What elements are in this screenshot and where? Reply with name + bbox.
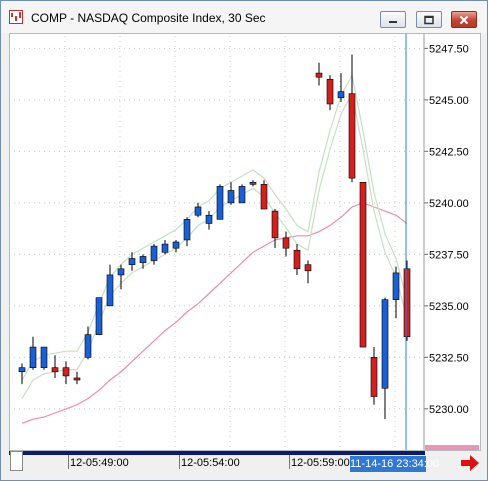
- time-label-3: 12-05:59:00: [291, 457, 350, 469]
- candle-body: [51, 367, 59, 373]
- candle-body: [249, 181, 257, 185]
- price-label: 5245.00: [429, 95, 469, 107]
- slow-moving-average-line: [21, 202, 408, 424]
- price-label: 5235.00: [429, 301, 469, 313]
- time-label-2: 12-05:54:00: [181, 457, 240, 469]
- time-tick: [289, 455, 290, 469]
- candle-body: [238, 186, 246, 204]
- candle-body: [359, 181, 367, 348]
- candle-body: [161, 243, 169, 253]
- price-axis: 5247.50 5245.00 5242.50 5240.00 5237.50 5235.…: [405, 34, 479, 450]
- candle-body: [282, 237, 290, 249]
- candle-body: [194, 206, 202, 216]
- candle-body: [271, 210, 279, 239]
- candle-body: [29, 346, 37, 368]
- candle-body: [62, 367, 70, 377]
- price-label: 5230.00: [429, 404, 469, 416]
- time-axis-bar: 12-05:49:00 12-05:54:00 12-05:59:00 11-1…: [9, 451, 481, 475]
- candle-body: [392, 272, 400, 300]
- candle-body: [326, 78, 334, 105]
- time-label-1: 12-05:49:00: [70, 457, 129, 469]
- candlestick-chart[interactable]: 5247.50 5245.00 5242.50 5240.00 5237.50 5235.…: [10, 34, 480, 450]
- close-icon: [459, 15, 469, 24]
- candle-body: [216, 186, 224, 220]
- candle-body: [84, 334, 92, 358]
- candle-body: [183, 219, 191, 241]
- red-right-arrow-icon[interactable]: [459, 454, 481, 472]
- candle-body: [172, 241, 180, 249]
- candle-body: [381, 299, 389, 389]
- candle-body: [139, 256, 147, 263]
- candle-body: [40, 346, 48, 368]
- chart-app-icon: [9, 10, 23, 24]
- window-title: COMP - NASDAQ Composite Index, 30 Sec: [31, 11, 266, 25]
- scroll-thumb[interactable]: [10, 451, 23, 471]
- candle-body: [260, 184, 268, 210]
- chart-panel[interactable]: 5247.50 5245.00 5242.50 5240.00 5237.50 5235.…: [9, 33, 481, 451]
- price-label: 5242.50: [429, 146, 469, 158]
- candle-body: [73, 377, 81, 381]
- scroll-track[interactable]: [9, 451, 425, 455]
- candle-body: [304, 264, 312, 272]
- candle-body: [95, 297, 103, 335]
- price-label: 5237.50: [429, 249, 469, 261]
- candle-body: [370, 357, 378, 397]
- restore-button[interactable]: [416, 11, 442, 28]
- candle-body: [348, 93, 356, 179]
- title-bar[interactable]: COMP - NASDAQ Composite Index, 30 Sec: [1, 1, 487, 33]
- candle-body: [293, 249, 301, 270]
- minimize-icon: [389, 20, 397, 23]
- candle-body: [403, 268, 411, 338]
- candle-body: [205, 214, 213, 224]
- price-label: 5247.50: [429, 43, 469, 55]
- candles: [18, 54, 411, 420]
- candle-body: [337, 91, 345, 99]
- candle-body: [227, 190, 235, 204]
- time-tick: [179, 455, 180, 469]
- cursor-time-label: 11-14-16 23:34:00: [350, 456, 440, 472]
- candle-body: [106, 274, 114, 307]
- candle-body: [18, 367, 26, 373]
- price-label: 5232.50: [429, 352, 469, 364]
- candle-body: [117, 268, 125, 276]
- candle-body: [128, 258, 136, 265]
- time-tick: [68, 455, 69, 469]
- candle-body: [315, 72, 323, 78]
- minimize-button[interactable]: [380, 11, 406, 28]
- price-label: 5240.00: [429, 198, 469, 210]
- restore-icon: [424, 15, 434, 24]
- candle-body: [150, 245, 158, 261]
- current-price-marker: [425, 445, 479, 450]
- close-button[interactable]: [451, 11, 477, 28]
